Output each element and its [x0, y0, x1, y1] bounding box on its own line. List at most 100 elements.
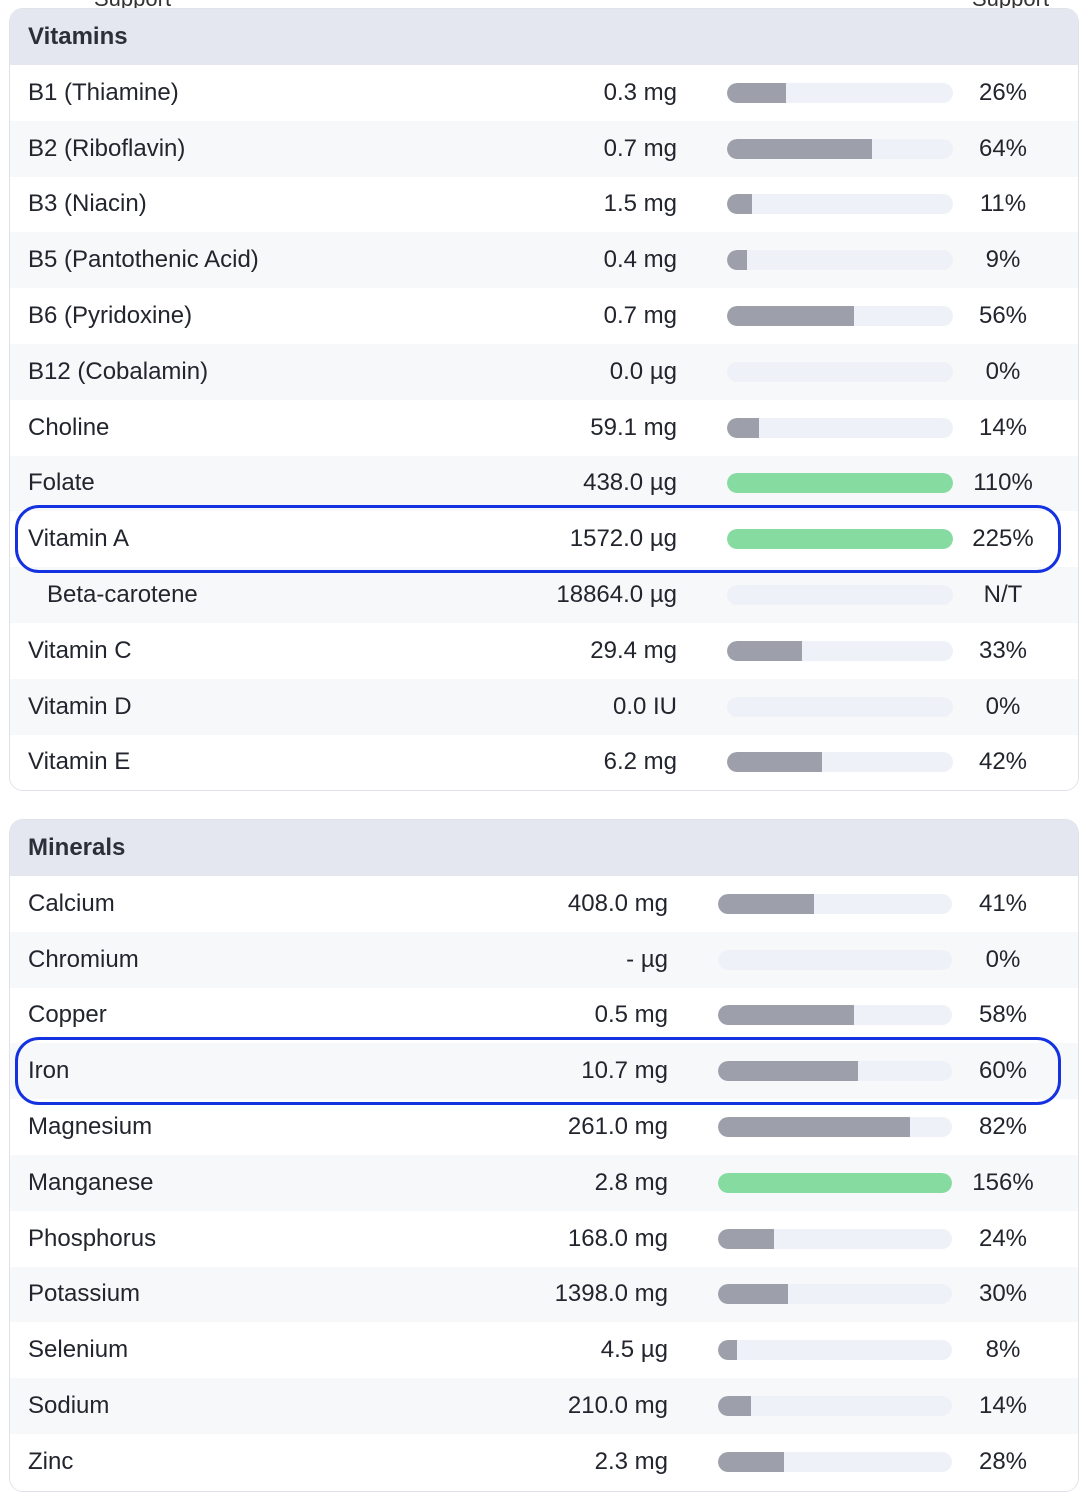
progress-bar	[727, 696, 953, 717]
nutrient-percent: 8%	[985, 1336, 1021, 1364]
vitamins-header: Vitamins	[10, 9, 1078, 65]
minerals-list: Calcium 408.0 mg 41% Chromium - µg 0% Copper 0.…	[10, 876, 1078, 1490]
nutrient-row[interactable]: Vitamin A 1572.0 µg 225%	[10, 511, 1078, 568]
nutrient-row[interactable]: Folate 438.0 µg 110%	[10, 455, 1078, 512]
nutrient-amount: 0.7 mg	[603, 134, 677, 162]
nutrient-row[interactable]: Vitamin D 0.0 IU 0%	[10, 678, 1078, 735]
nutrient-amount: 10.7 mg	[581, 1057, 668, 1085]
cutoff-label-right: Support	[972, 0, 1049, 12]
nutrient-amount: 0.3 mg	[603, 78, 677, 106]
progress-fill	[727, 82, 786, 103]
nutrient-row[interactable]: Choline 59.1 mg 14%	[10, 399, 1078, 456]
nutrient-row[interactable]: Iron 10.7 mg 60%	[10, 1043, 1078, 1100]
nutrient-row[interactable]: Phosphorus 168.0 mg 24%	[10, 1210, 1078, 1267]
nutrient-row[interactable]: Copper 0.5 mg 58%	[10, 987, 1078, 1044]
progress-bar	[718, 949, 952, 970]
nutrient-name: B5 (Pantothenic Acid)	[28, 246, 259, 274]
progress-fill	[727, 417, 759, 438]
nutrient-percent: 24%	[978, 1224, 1028, 1252]
progress-bar	[718, 1340, 952, 1361]
progress-fill	[718, 1228, 775, 1249]
progress-fill	[718, 1172, 952, 1193]
nutrient-name: Manganese	[28, 1168, 154, 1196]
nutrient-row[interactable]: Potassium 1398.0 mg 30%	[10, 1266, 1078, 1323]
nutrient-amount: 2.3 mg	[594, 1447, 668, 1475]
cutoff-label-left: Support	[94, 0, 171, 12]
progress-bar	[727, 473, 953, 494]
nutrient-percent: 41%	[978, 889, 1028, 917]
nutrient-percent: 60%	[978, 1057, 1028, 1085]
progress-fill	[718, 1117, 910, 1138]
nutrient-name: Sodium	[28, 1392, 110, 1420]
progress-fill	[718, 1451, 784, 1472]
nutrient-row[interactable]: B6 (Pyridoxine) 0.7 mg 56%	[10, 288, 1078, 344]
nutrient-name: Chromium	[28, 945, 139, 973]
nutrient-amount: 4.5 µg	[600, 1336, 668, 1364]
nutrient-name: Zinc	[28, 1447, 74, 1475]
nutrient-amount: 168.0 mg	[567, 1224, 668, 1252]
nutrient-row[interactable]: Beta-carotene 18864.0 µg N/T	[10, 567, 1078, 623]
nutrient-amount: 0.5 mg	[594, 1001, 668, 1029]
nutrient-percent: 64%	[978, 134, 1028, 162]
nutrient-amount: 210.0 mg	[567, 1392, 668, 1420]
progress-bar	[727, 82, 953, 103]
nutrient-row[interactable]: B5 (Pantothenic Acid) 0.4 mg 9%	[10, 232, 1078, 289]
cutoff-header: Support Support	[0, 0, 1088, 11]
nutrient-name: Calcium	[28, 889, 115, 917]
nutrient-row[interactable]: Calcium 408.0 mg 41%	[10, 876, 1078, 932]
nutrient-name: Vitamin E	[28, 748, 131, 776]
progress-bar	[727, 361, 953, 382]
progress-bar	[718, 1284, 952, 1305]
nutrient-amount: 0.0 µg	[609, 357, 677, 385]
nutrient-percent: 156%	[972, 1168, 1034, 1196]
nutrient-percent: 26%	[978, 78, 1028, 106]
nutrient-percent: 0%	[985, 692, 1021, 720]
nutrient-name: Vitamin D	[28, 692, 132, 720]
nutrient-name: B2 (Riboflavin)	[28, 134, 186, 162]
nutrient-percent: 82%	[978, 1113, 1028, 1141]
progress-fill	[727, 529, 953, 550]
nutrient-row[interactable]: Magnesium 261.0 mg 82%	[10, 1099, 1078, 1155]
nutrient-row[interactable]: B1 (Thiamine) 0.3 mg 26%	[10, 65, 1078, 121]
nutrient-percent: N/T	[983, 581, 1023, 609]
progress-fill	[727, 194, 752, 215]
progress-bar	[718, 893, 952, 914]
nutrient-row[interactable]: Selenium 4.5 µg 8%	[10, 1322, 1078, 1379]
nutrient-row[interactable]: B2 (Riboflavin) 0.7 mg 64%	[10, 120, 1078, 177]
nutrient-name: Vitamin A	[28, 525, 129, 553]
nutrient-row[interactable]: Zinc 2.3 mg 28%	[10, 1433, 1078, 1490]
nutrient-name: Folate	[28, 469, 95, 497]
nutrient-name: Phosphorus	[28, 1224, 157, 1252]
nutrient-row[interactable]: Vitamin E 6.2 mg 42%	[10, 734, 1078, 790]
progress-bar	[718, 1396, 952, 1417]
nutrient-name: Iron	[28, 1057, 70, 1085]
nutrient-row[interactable]: Vitamin C 29.4 mg 33%	[10, 622, 1078, 679]
nutrient-amount: 59.1 mg	[590, 413, 677, 441]
nutrient-amount: 0.7 mg	[603, 302, 677, 330]
nutrient-row[interactable]: Sodium 210.0 mg 14%	[10, 1378, 1078, 1434]
minerals-header: Minerals	[10, 820, 1078, 876]
nutrient-amount: 0.4 mg	[603, 246, 677, 274]
nutrient-name: B3 (Niacin)	[28, 190, 147, 218]
nutrient-amount: 438.0 µg	[583, 469, 677, 497]
progress-bar	[727, 529, 953, 550]
nutrient-percent: 0%	[985, 945, 1021, 973]
progress-bar	[718, 1172, 952, 1193]
progress-bar	[718, 1061, 952, 1082]
nutrient-amount: 2.8 mg	[594, 1168, 668, 1196]
nutrient-name: Beta-carotene	[47, 581, 198, 609]
nutrient-amount: 1.5 mg	[603, 190, 677, 218]
nutrient-row[interactable]: Chromium - µg 0%	[10, 931, 1078, 988]
nutrient-amount: - µg	[626, 945, 668, 973]
nutrient-row[interactable]: B3 (Niacin) 1.5 mg 11%	[10, 176, 1078, 233]
nutrient-row[interactable]: Manganese 2.8 mg 156%	[10, 1154, 1078, 1211]
progress-fill	[718, 893, 814, 914]
nutrient-amount: 29.4 mg	[590, 636, 677, 664]
progress-fill	[718, 1396, 751, 1417]
progress-bar	[727, 306, 953, 327]
progress-fill	[727, 640, 802, 661]
nutrient-row[interactable]: B12 (Cobalamin) 0.0 µg 0%	[10, 343, 1078, 400]
minerals-card: Minerals Calcium 408.0 mg 41% Chromium - µg 0…	[9, 819, 1079, 1492]
nutrient-percent: 30%	[978, 1280, 1028, 1308]
nutrient-percent: 225%	[972, 525, 1034, 553]
